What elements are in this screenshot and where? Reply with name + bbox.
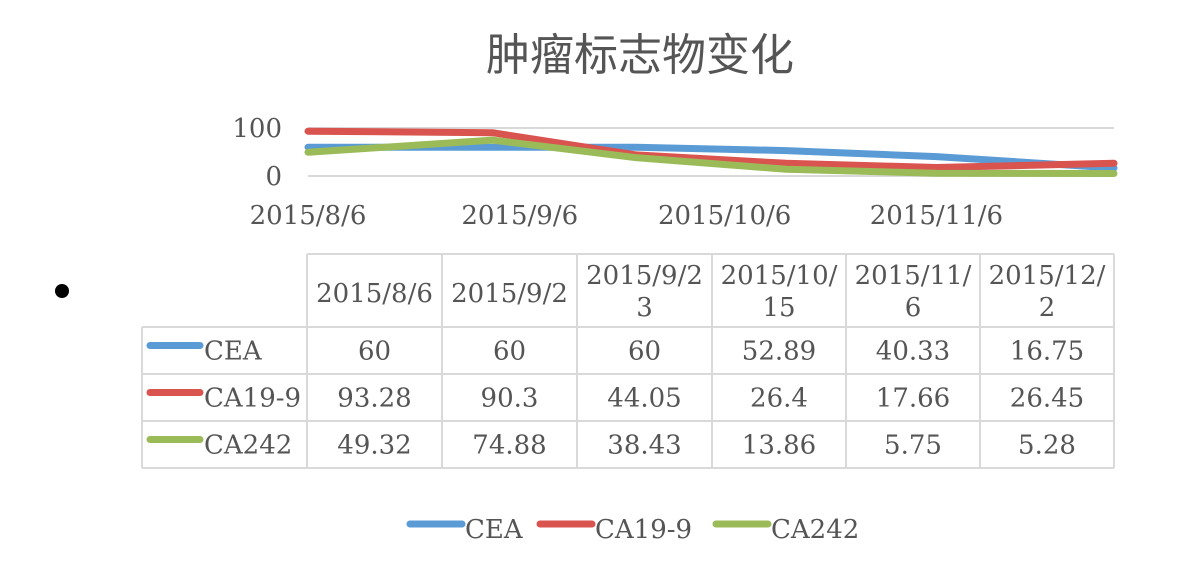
table-cell: 5.75 xyxy=(884,431,942,461)
table-cell: 74.88 xyxy=(472,431,546,461)
x-tick-label: 2015/9/6 xyxy=(461,201,578,231)
chart-title: 肿瘤标志物变化 xyxy=(486,30,794,81)
table-header-cell: 2015/12/2 xyxy=(989,261,1106,323)
table-header-cell: 2015/8/6 xyxy=(316,279,433,309)
table-cell: 60 xyxy=(628,337,661,367)
y-tick-label: 100 xyxy=(232,114,282,144)
legend-label-cea: CEA xyxy=(465,515,524,545)
x-tick-label: 2015/8/6 xyxy=(250,201,367,231)
table-header-cell: 2015/9/2 xyxy=(451,279,568,309)
table-cell: 16.75 xyxy=(1010,337,1084,367)
table-cell: 52.89 xyxy=(742,337,816,367)
legend-label-ca19-9: CA19-9 xyxy=(595,515,692,545)
table-header-cell: 2015/10/15 xyxy=(721,261,838,323)
table-cell: 93.28 xyxy=(337,384,411,414)
table-cell: 90.3 xyxy=(481,384,539,414)
y-axis-ticks: 100 0 xyxy=(232,114,282,192)
y-tick-label: 0 xyxy=(265,162,282,192)
series-line-ca19-9 xyxy=(304,127,1118,171)
table-cell: 38.43 xyxy=(607,431,681,461)
table-header-cell: 2015/11/6 xyxy=(855,261,972,323)
table-row-label: CEA xyxy=(204,337,263,367)
series-lines xyxy=(304,127,1118,177)
series-line-cea xyxy=(304,143,1118,172)
table-row-label: CA242 xyxy=(204,431,292,461)
x-tick-label: 2015/10/6 xyxy=(658,201,791,231)
table-cell: 60 xyxy=(358,337,391,367)
legend-label-ca242: CA242 xyxy=(771,515,859,545)
x-axis-ticks: 2015/8/6 2015/9/6 2015/10/6 2015/11/6 xyxy=(250,201,1003,231)
table-row-label: CA19-9 xyxy=(204,384,301,414)
table-cell: 40.33 xyxy=(876,337,950,367)
table-header-cell: 2015/9/2 3 xyxy=(586,261,703,323)
table-cell: 5.28 xyxy=(1018,431,1076,461)
table-cell: 44.05 xyxy=(607,384,681,414)
series-line-ca242 xyxy=(304,136,1118,177)
table-cell: 60 xyxy=(493,337,526,367)
table-cell: 49.32 xyxy=(337,431,411,461)
legend: CEA CA19-9 CA242 xyxy=(406,515,859,545)
table-cell: 13.86 xyxy=(742,431,816,461)
table-cell: 17.66 xyxy=(876,384,950,414)
table-cell: 26.45 xyxy=(1010,384,1084,414)
x-tick-label: 2015/11/6 xyxy=(870,201,1003,231)
bullet-dot xyxy=(55,284,69,298)
table-cell: 26.4 xyxy=(750,384,808,414)
data-table: 2015/8/6 2015/9/2 2015/9/2 3 2015/10/15 2015/… xyxy=(141,253,1115,469)
